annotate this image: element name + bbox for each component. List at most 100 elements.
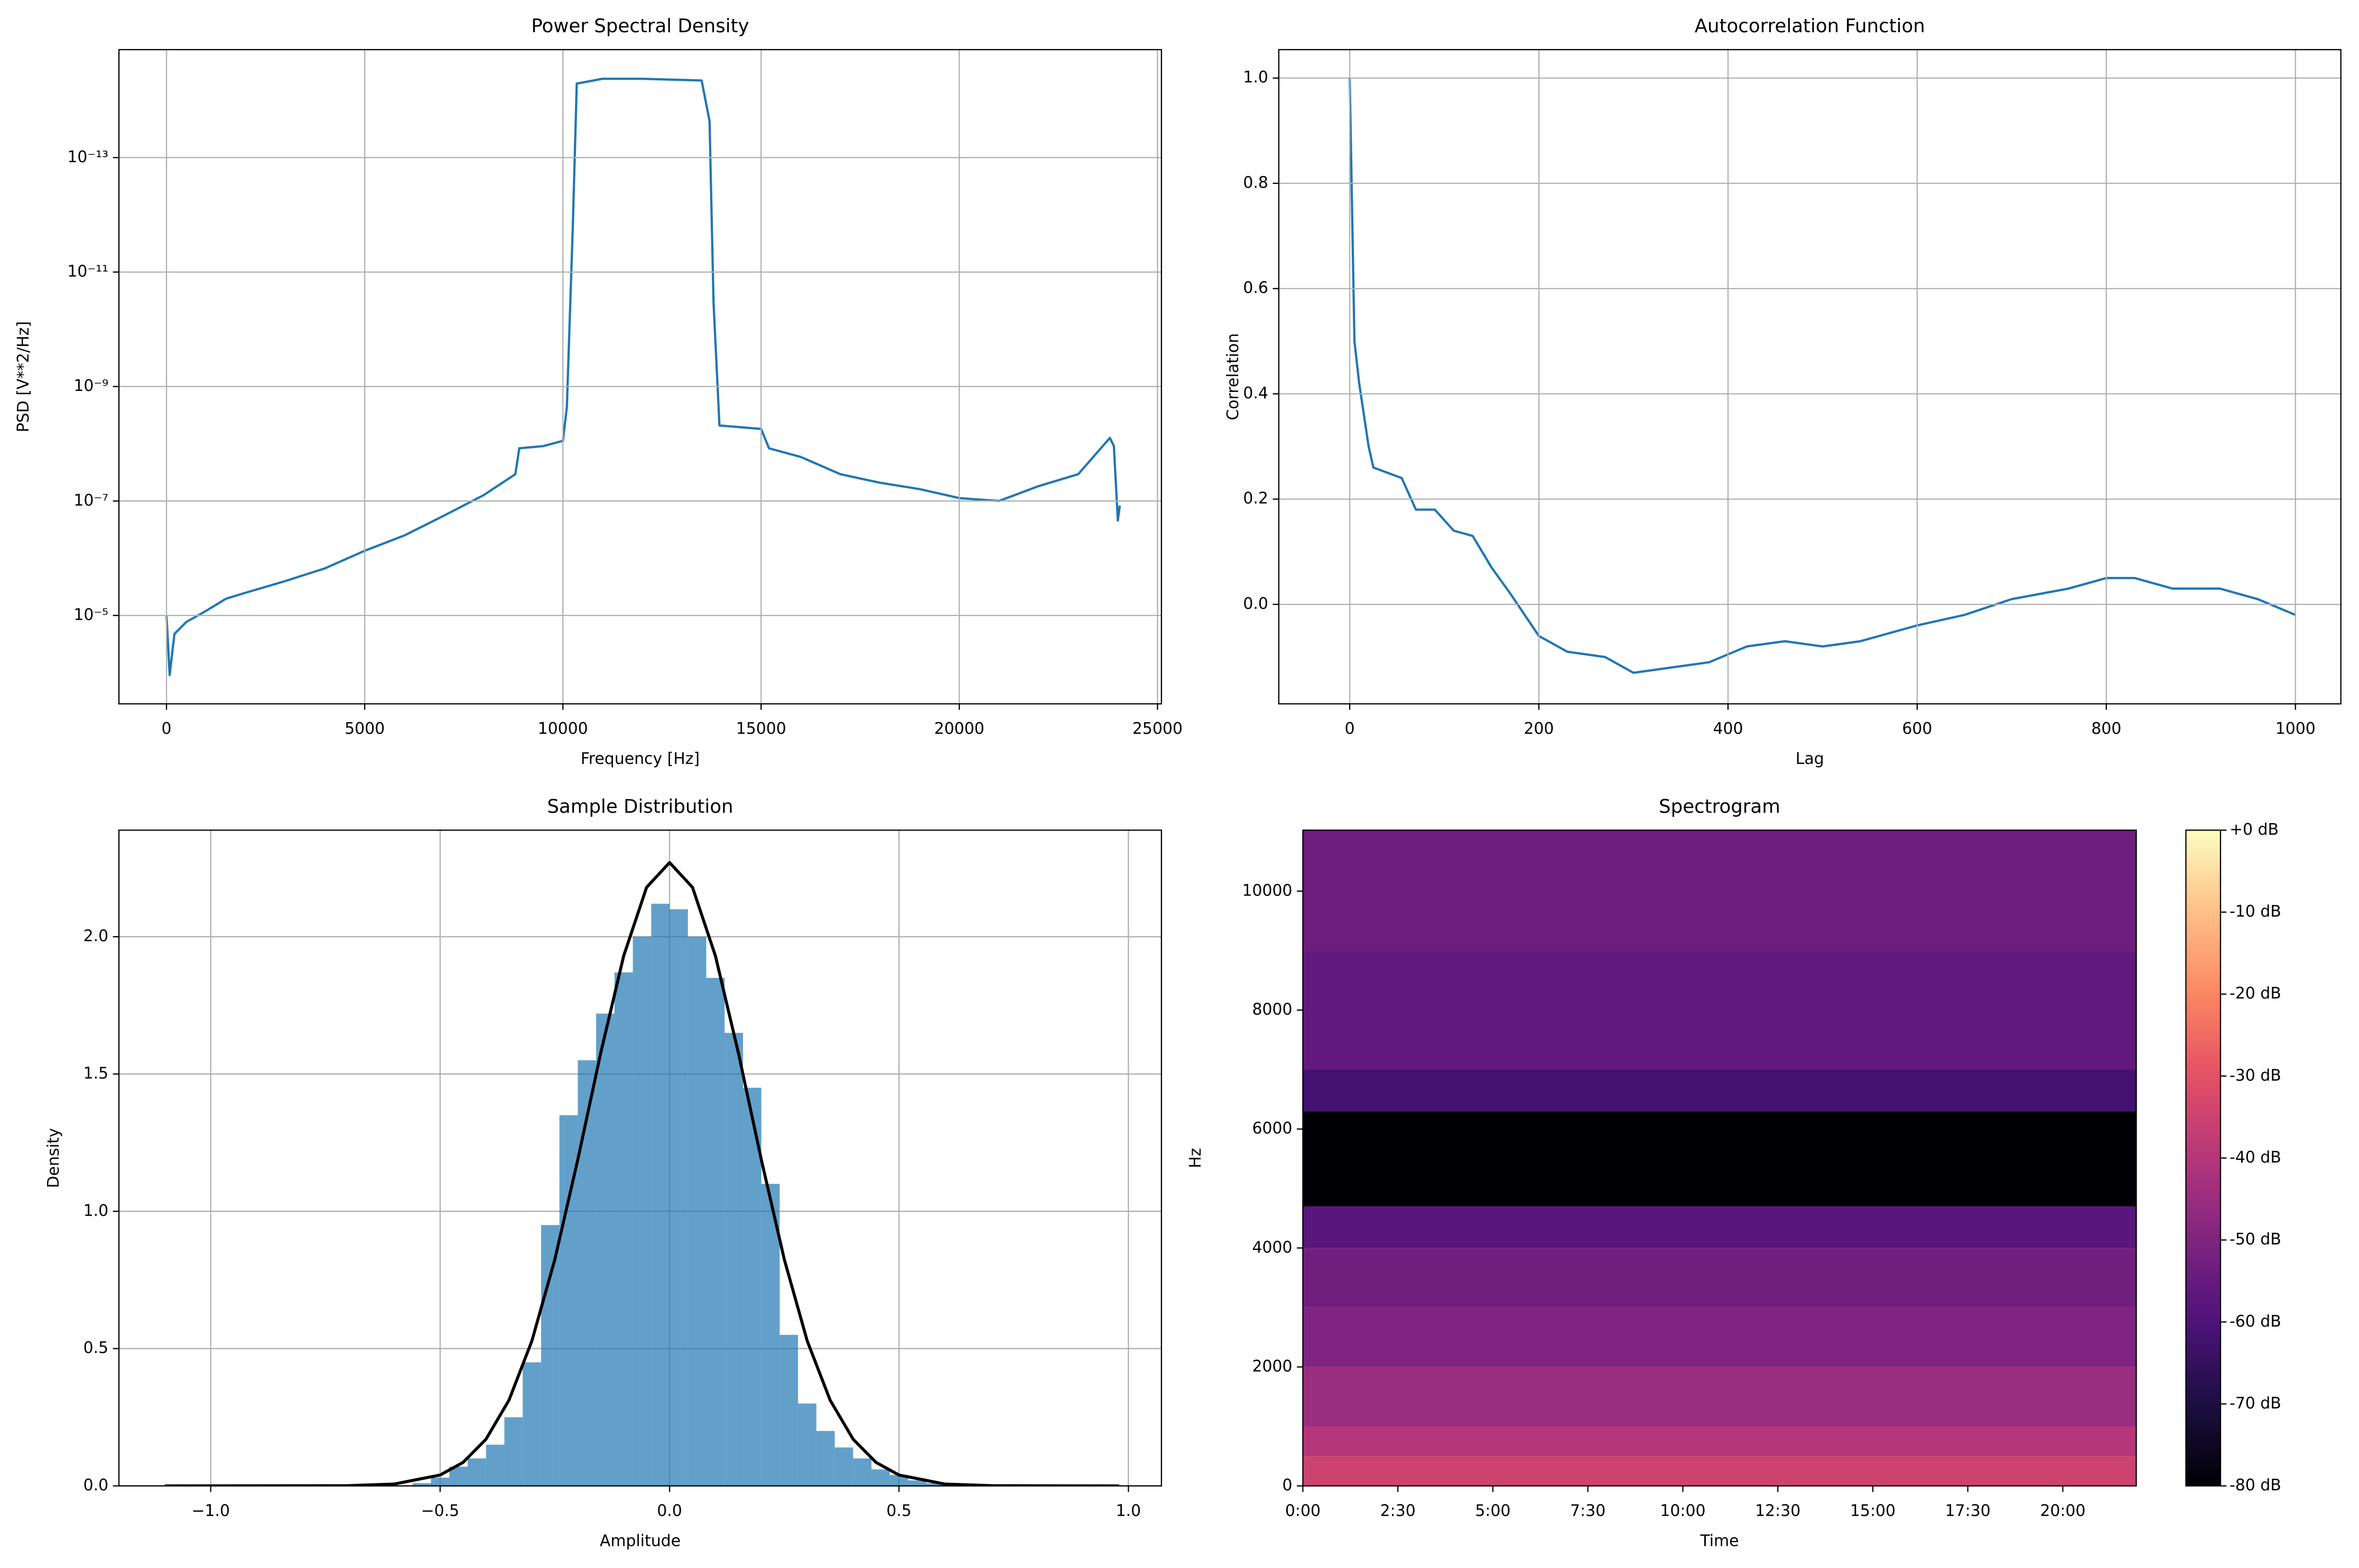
- y-tick-label: 10⁻¹¹: [67, 262, 108, 281]
- x-tick-label: 0: [1345, 720, 1355, 738]
- colorbar-tick-label: -10 dB: [2230, 902, 2281, 921]
- histogram-bar: [431, 1477, 450, 1486]
- y-tick-label: 6000: [1252, 1119, 1292, 1138]
- colorbar-tick-label: -50 dB: [2230, 1230, 2281, 1249]
- colorbar-tick-label: -30 dB: [2230, 1066, 2281, 1085]
- subplot: Sample Distribution Amplitude Density −1.0 −…: [44, 796, 1162, 1550]
- histogram-bar: [541, 1225, 560, 1486]
- y-tick-label: 8000: [1252, 1000, 1292, 1019]
- plot-area: [164, 861, 1119, 1486]
- y-tick-label: 1.0: [1243, 68, 1268, 87]
- x-tick-label: 0:00: [1285, 1501, 1321, 1520]
- histogram-bar: [834, 1447, 853, 1486]
- plot-area: [1303, 830, 2137, 1486]
- y-tick-label: 10⁻⁹: [73, 377, 108, 395]
- histogram-bar: [853, 1458, 872, 1486]
- subplot: Autocorrelation Function Lag Correlation 0 2…: [1224, 15, 2342, 768]
- histogram-bar: [523, 1362, 541, 1486]
- histogram-bar: [742, 1087, 761, 1486]
- x-tick-label: 0.5: [886, 1501, 912, 1520]
- x-axis-label: Time: [1699, 1532, 1739, 1550]
- x-tick-label: 15000: [736, 720, 786, 738]
- spectrogram-band: [1303, 1111, 2137, 1207]
- histogram-bar: [688, 937, 707, 1486]
- data-line: [165, 77, 1121, 676]
- y-tick-label: 0: [1282, 1476, 1292, 1495]
- spectrogram-band: [1303, 1206, 2137, 1248]
- y-tick-label: 2.0: [83, 927, 109, 946]
- histogram-bar: [725, 1032, 743, 1486]
- histogram-bar: [578, 1060, 597, 1486]
- y-axis-label: Hz: [1186, 1148, 1205, 1168]
- x-tick-label: 17:30: [1945, 1501, 1991, 1520]
- axes-frame: [1302, 829, 2137, 1487]
- colorbar: [2186, 830, 2221, 1486]
- histogram-bar: [614, 972, 633, 1486]
- colorbar-tick-label: -70 dB: [2230, 1394, 2281, 1413]
- chart-title: Autocorrelation Function: [1695, 15, 1925, 37]
- y-tick-label: 0.6: [1243, 279, 1268, 297]
- y-axis-label: PSD [V**2/Hz]: [14, 321, 33, 432]
- grid: [119, 49, 1162, 704]
- x-axis-label: Amplitude: [600, 1532, 681, 1550]
- x-axis-label: Frequency [Hz]: [581, 750, 700, 768]
- subplot: Power Spectral Density Frequency [Hz] PSD …: [14, 15, 1183, 768]
- histogram-bar: [871, 1469, 890, 1486]
- histogram-bar: [596, 1013, 615, 1486]
- y-tick-label: 0.5: [83, 1339, 109, 1357]
- x-tick-label: −1.0: [191, 1501, 230, 1520]
- y-axis-label: Density: [44, 1128, 63, 1188]
- axes-frame: [118, 49, 1162, 705]
- x-axis-label: Lag: [1796, 750, 1824, 768]
- subplot: Spectrogram Time Hz 0:00 2:30 5:00 7:30 10:00 12…: [1186, 796, 2281, 1551]
- spectrogram-band: [1303, 1307, 2137, 1367]
- colorbar-tick-label: -80 dB: [2230, 1476, 2281, 1495]
- y-tick-label: 0.4: [1243, 384, 1268, 403]
- y-tick-label: 2000: [1252, 1357, 1292, 1376]
- plot-area: [165, 77, 1121, 676]
- chart-title: Power Spectral Density: [531, 15, 749, 37]
- spectrogram-band: [1303, 1069, 2137, 1112]
- histogram-bar: [798, 1403, 816, 1486]
- y-tick-label: 10⁻¹³: [67, 148, 108, 166]
- chart-title: Sample Distribution: [547, 796, 733, 818]
- spectrogram-band: [1303, 950, 2137, 1070]
- plot-area: [1348, 78, 2296, 674]
- x-tick-label: 20:00: [2040, 1501, 2085, 1520]
- histogram-bar: [706, 978, 725, 1486]
- histogram-bar: [670, 909, 688, 1486]
- spectrogram-band: [1303, 1248, 2137, 1308]
- x-tick-label: 0: [162, 720, 172, 738]
- colorbar-tick-label: -20 dB: [2230, 984, 2281, 1003]
- x-tick-label: 1000: [2276, 720, 2316, 738]
- x-tick-label: 12:30: [1755, 1501, 1800, 1520]
- histogram-bar: [926, 1483, 945, 1486]
- x-tick-label: 800: [2091, 720, 2121, 738]
- y-tick-label: 0.0: [1243, 594, 1268, 613]
- y-tick-label: 1.5: [83, 1064, 109, 1082]
- y-tick-label: 10⁻⁷: [73, 491, 108, 510]
- x-tick-label: 25000: [1132, 720, 1183, 738]
- histogram-bar: [504, 1417, 523, 1486]
- x-tick-label: 10000: [538, 720, 588, 738]
- spectrogram-band: [1303, 1456, 2137, 1486]
- y-axis-label: Correlation: [1224, 333, 1242, 421]
- y-tick-label: 10000: [1242, 881, 1292, 900]
- colorbar-tick-label: -40 dB: [2230, 1148, 2281, 1166]
- spectrogram-band: [1303, 1426, 2137, 1457]
- x-tick-label: 7:30: [1570, 1501, 1605, 1520]
- data-line: [1348, 78, 2296, 674]
- x-tick-label: 15:00: [1850, 1501, 1896, 1520]
- y-tick-label: 0.2: [1243, 489, 1268, 508]
- histogram-bar: [651, 903, 670, 1486]
- x-tick-label: 1.0: [1116, 1501, 1141, 1520]
- axes-frame: [118, 829, 1162, 1487]
- x-tick-label: 5000: [345, 720, 385, 738]
- y-tick-label: 4000: [1252, 1238, 1292, 1257]
- y-tick-label: 0.0: [83, 1476, 109, 1495]
- y-tick-label: 0.8: [1243, 173, 1268, 192]
- colorbar-tick-label: -60 dB: [2230, 1312, 2281, 1331]
- colorbar-frame: [2185, 829, 2222, 1487]
